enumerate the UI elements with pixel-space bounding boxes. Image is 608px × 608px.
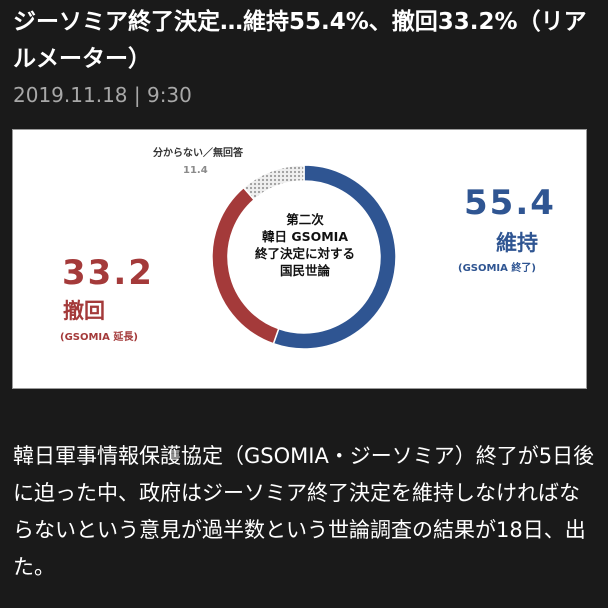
center-line-2: 韓日 GSOMIA bbox=[261, 229, 348, 244]
maintain-label: 維持 bbox=[496, 231, 538, 255]
poll-figure: 分からない／無回答 11.4 55.4 維持 (GSOMIA 終了) 33.2 … bbox=[12, 129, 587, 389]
article-dateline: 2019.11.18 | 9:30 bbox=[13, 83, 192, 107]
withdraw-value: 33.2 bbox=[62, 253, 154, 293]
donut-center-text: 第二次 韓日 GSOMIA 終了決定に対する 国民世論 bbox=[245, 211, 365, 279]
slice-unknown bbox=[242, 164, 305, 201]
withdraw-sublabel: (GSOMIA 延長) bbox=[60, 332, 138, 343]
center-line-3: 終了決定に対する bbox=[254, 246, 355, 261]
center-line-1: 第二次 bbox=[286, 212, 324, 227]
unknown-value: 11.4 bbox=[183, 165, 208, 176]
withdraw-label: 撤回 bbox=[63, 299, 105, 323]
unknown-label: 分からない／無回答 bbox=[153, 148, 243, 159]
donut-chart bbox=[211, 164, 397, 350]
maintain-value: 55.4 bbox=[464, 183, 556, 223]
maintain-sublabel: (GSOMIA 終了) bbox=[458, 263, 536, 274]
center-line-4: 国民世論 bbox=[279, 263, 330, 278]
article-headline: ジーソミア終了決定…維持55.4%、撤回33.2%（リアルメーター） bbox=[13, 9, 587, 72]
article-body: 韓日軍事情報保護協定（GSOMIA・ジーソミア）終了が5日後に迫った中、政府はジ… bbox=[13, 444, 595, 579]
